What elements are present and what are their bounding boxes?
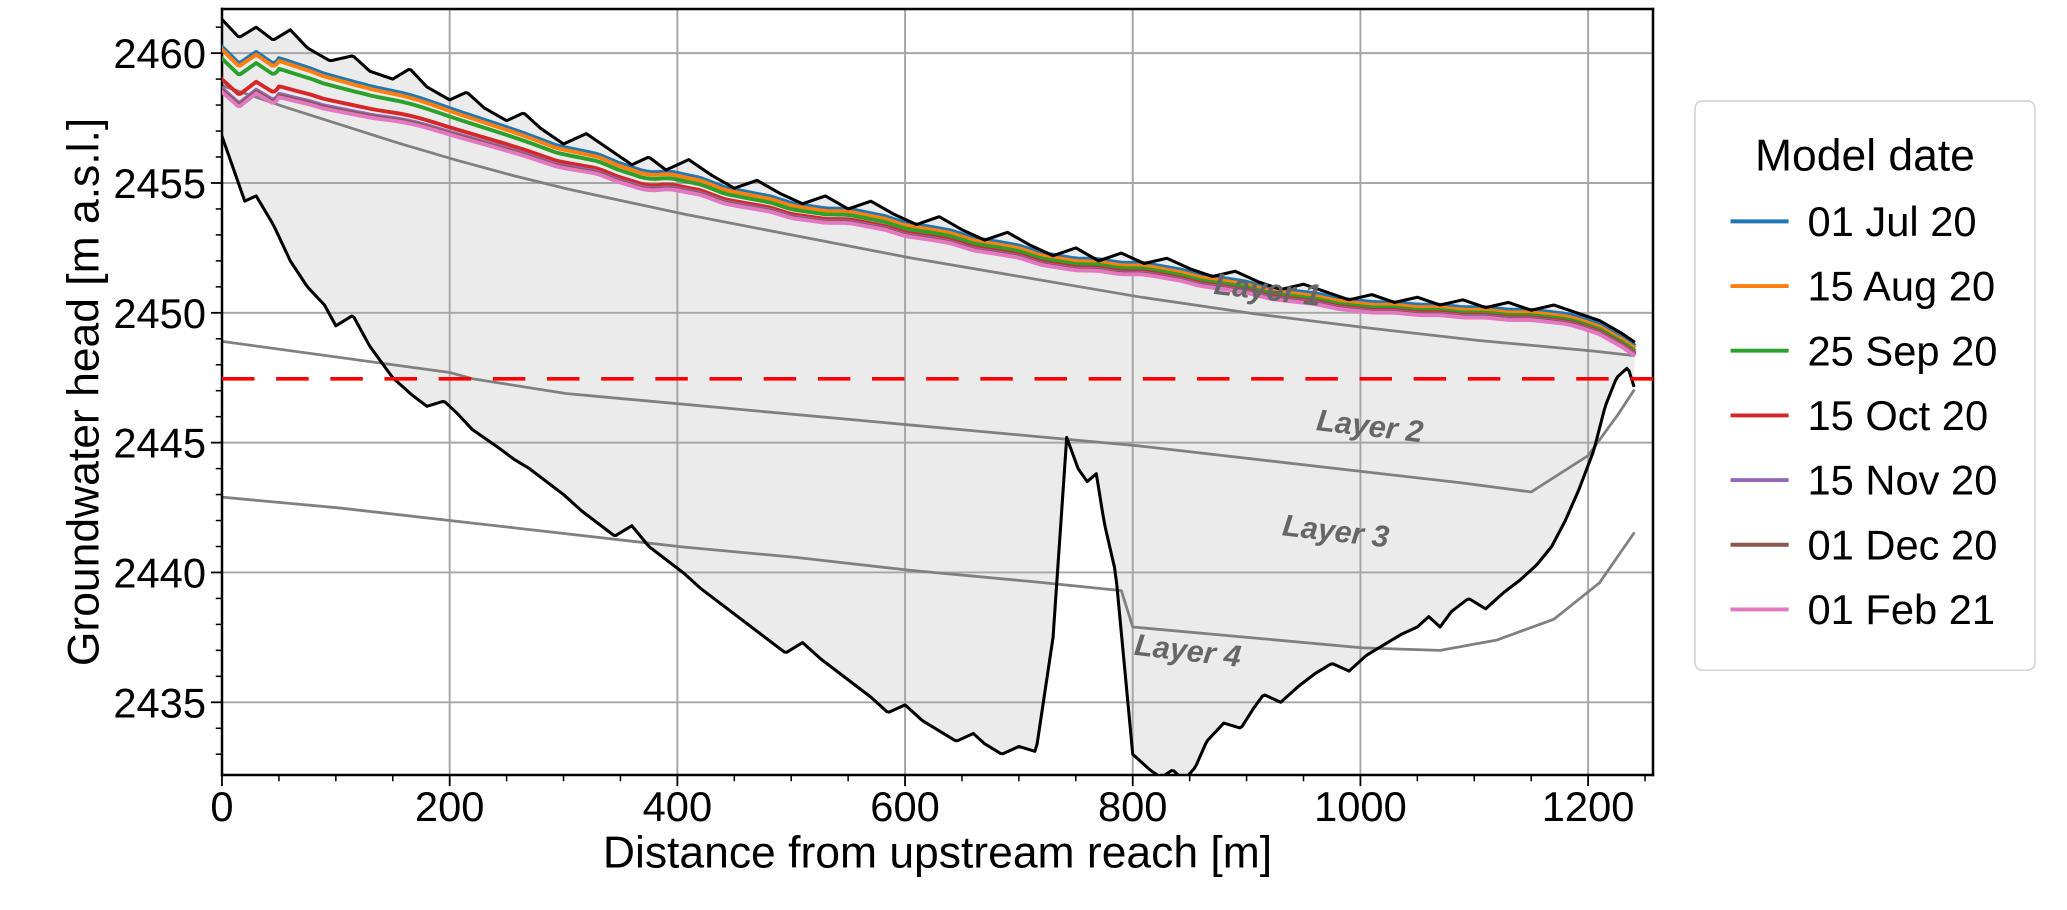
svg-text:800: 800 bbox=[1098, 783, 1168, 830]
svg-text:Distance from upstream reach [: Distance from upstream reach [m] bbox=[603, 829, 1272, 878]
svg-text:25 Sep 20: 25 Sep 20 bbox=[1808, 327, 1998, 374]
svg-text:15 Nov 20: 15 Nov 20 bbox=[1808, 457, 1998, 504]
svg-text:2460: 2460 bbox=[113, 30, 206, 77]
svg-text:600: 600 bbox=[870, 783, 940, 830]
svg-text:01 Jul 20: 01 Jul 20 bbox=[1808, 198, 1977, 245]
svg-text:15 Oct 20: 15 Oct 20 bbox=[1808, 392, 1989, 439]
svg-text:400: 400 bbox=[643, 783, 713, 830]
svg-text:0: 0 bbox=[210, 783, 233, 830]
svg-text:15 Aug 20: 15 Aug 20 bbox=[1808, 263, 1996, 310]
svg-text:2440: 2440 bbox=[113, 550, 206, 597]
svg-text:1000: 1000 bbox=[1314, 783, 1407, 830]
svg-text:2455: 2455 bbox=[113, 160, 206, 207]
svg-text:01 Feb 21: 01 Feb 21 bbox=[1808, 586, 1996, 633]
svg-text:1200: 1200 bbox=[1542, 783, 1635, 830]
svg-text:01 Dec 20: 01 Dec 20 bbox=[1808, 521, 1998, 568]
svg-text:2450: 2450 bbox=[113, 290, 206, 337]
svg-text:2435: 2435 bbox=[113, 679, 206, 726]
svg-text:Groundwater head [m a.s.l.]: Groundwater head [m a.s.l.] bbox=[60, 118, 109, 666]
svg-text:Model date: Model date bbox=[1755, 132, 1975, 181]
svg-text:200: 200 bbox=[415, 783, 485, 830]
svg-text:2445: 2445 bbox=[113, 420, 206, 467]
